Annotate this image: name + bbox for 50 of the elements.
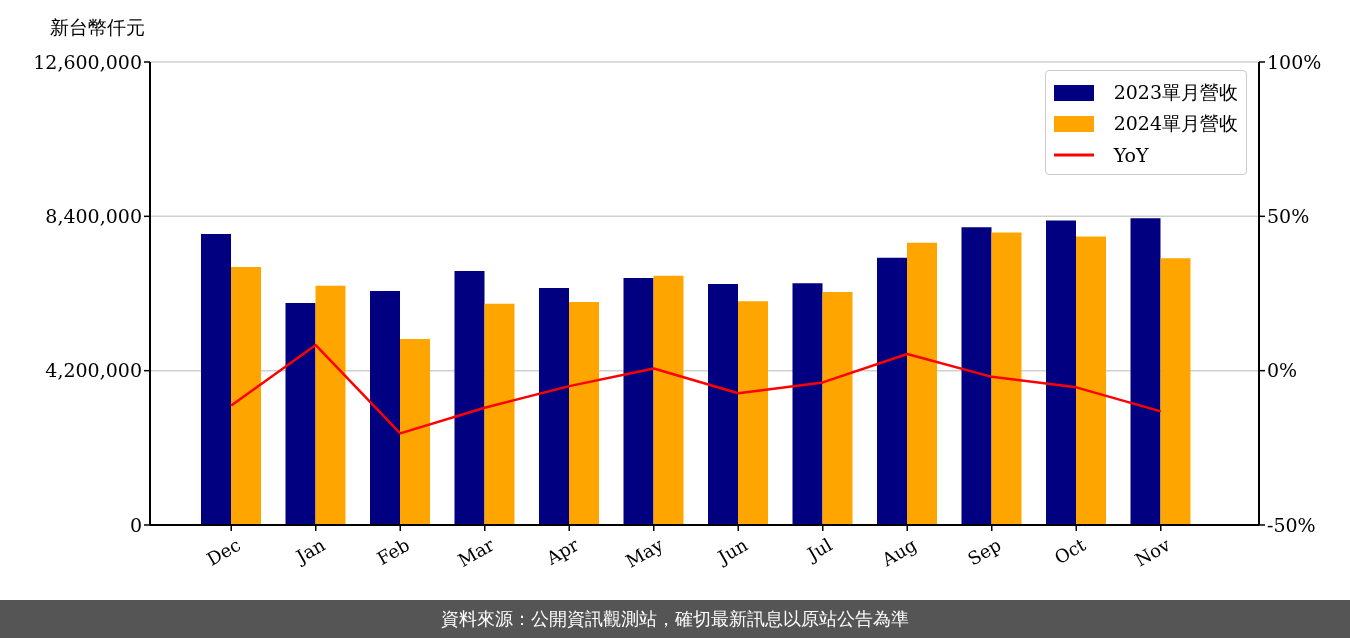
y2-tick-label: 50%	[1267, 205, 1310, 228]
bar	[822, 292, 853, 525]
bar	[484, 303, 515, 525]
bar	[201, 233, 231, 525]
legend-label: 2023單月營收	[1113, 79, 1238, 105]
bar	[907, 242, 937, 525]
x-tick-label: Jan	[290, 533, 329, 568]
x-tick-label: Apr	[541, 533, 583, 570]
bar	[400, 339, 430, 525]
bar	[285, 303, 316, 525]
x-tick-label: Aug	[877, 533, 920, 571]
x-tick-label: Oct	[1050, 533, 1090, 569]
y2-tick-label: -50%	[1267, 513, 1316, 536]
y-tick-label: 8,400,000	[45, 205, 142, 228]
bar	[1160, 258, 1191, 525]
y2-tick-label: 0%	[1267, 359, 1298, 382]
bar	[653, 275, 684, 525]
bar	[738, 301, 768, 525]
x-tick-label: Sep	[964, 533, 1005, 570]
y-tick-label: 4,200,000	[45, 359, 142, 382]
x-tick-label: Jun	[712, 533, 752, 569]
bar	[877, 257, 907, 525]
x-tick-label: Dec	[203, 533, 244, 570]
x-tick-label: May	[621, 533, 668, 572]
y-tick-label: 0	[129, 513, 142, 536]
bar	[231, 267, 261, 525]
bar	[708, 283, 738, 525]
x-tick-label: Jul	[801, 533, 836, 566]
legend-label: YoY	[1113, 143, 1149, 166]
bar	[1046, 220, 1076, 525]
x-tick-label: Mar	[454, 533, 498, 572]
line-series	[230, 343, 1162, 435]
source-note: 資料來源：公開資訊觀測站，確切最新訊息以原站公告為準	[0, 600, 1350, 638]
bar	[623, 278, 654, 525]
bar	[961, 227, 992, 525]
y-tick-label: 12,600,000	[33, 50, 142, 73]
bar	[315, 285, 346, 525]
bar	[1076, 236, 1106, 525]
bar	[539, 287, 569, 525]
legend-label: 2024單月營收	[1113, 110, 1238, 136]
bar	[991, 232, 1022, 525]
bar	[370, 290, 400, 525]
y2-tick-label: 100%	[1267, 50, 1322, 73]
x-tick-label: Nov	[1131, 533, 1175, 571]
bar	[792, 283, 823, 525]
x-tick-label: Feb	[373, 533, 413, 569]
bar	[454, 271, 485, 525]
bar	[1130, 218, 1161, 525]
bar	[569, 301, 599, 525]
y-axis-title: 新台幣仟元	[49, 15, 145, 40]
